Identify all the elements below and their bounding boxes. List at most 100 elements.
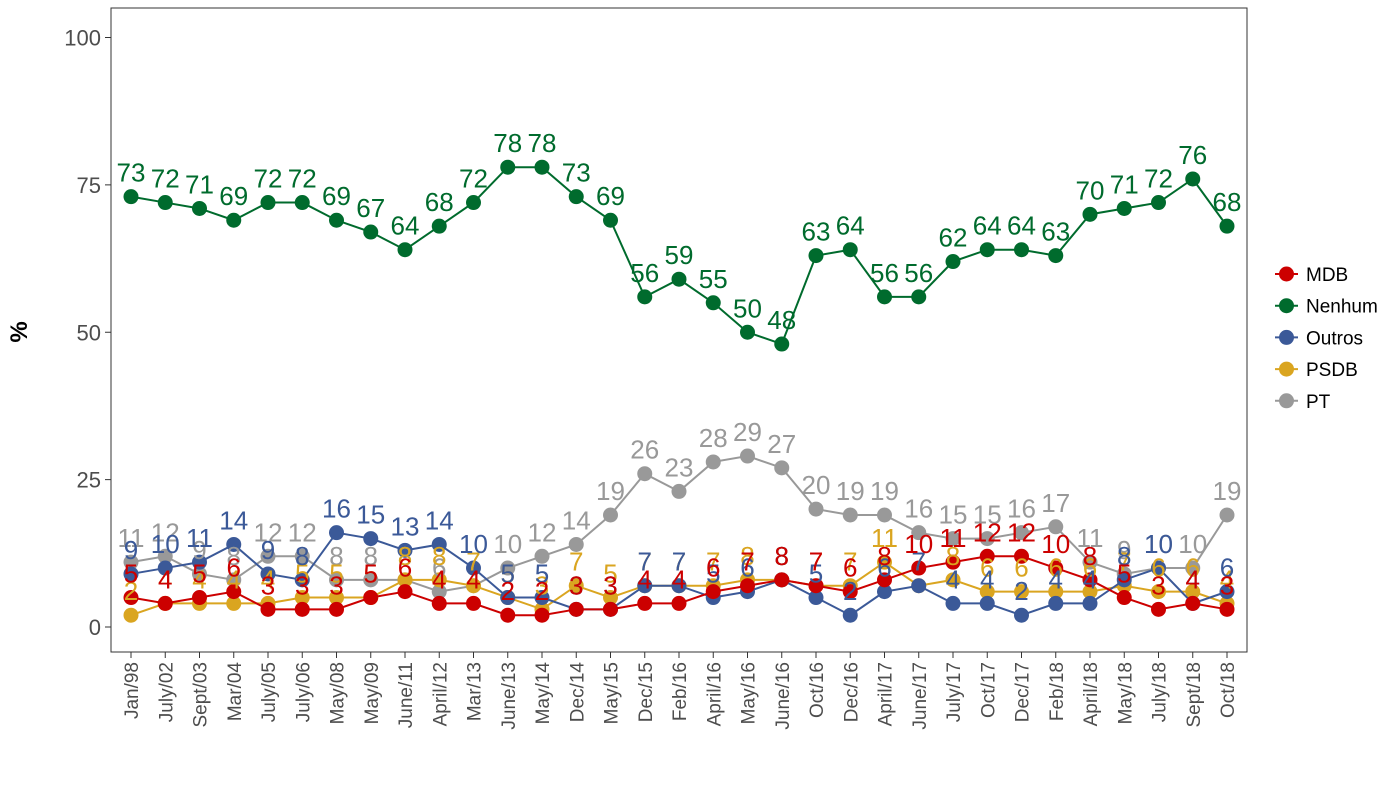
data-label: 5: [535, 559, 549, 589]
data-point: [1082, 595, 1098, 611]
data-label: 2: [501, 576, 515, 606]
data-point: [877, 572, 892, 588]
data-point: [1014, 548, 1029, 564]
data-label: 19: [836, 476, 865, 506]
data-point: [157, 548, 173, 564]
data-label: 5: [501, 559, 515, 589]
data-point: [397, 572, 413, 588]
legend-label: PT: [1306, 392, 1331, 413]
x-tick-label: June/16: [773, 662, 794, 730]
x-tick-label: Dec/15: [636, 662, 657, 722]
data-label: 10: [493, 529, 522, 559]
data-label: 8: [398, 541, 412, 571]
data-point: [911, 289, 927, 305]
plot-panel: [110, 7, 1248, 653]
data-label: 4: [980, 564, 994, 594]
data-point: [705, 584, 721, 600]
data-point: [1048, 519, 1064, 535]
data-label: 11: [940, 523, 967, 553]
data-label: 4: [1083, 564, 1097, 594]
data-label: 2: [124, 576, 138, 606]
y-axis-title: %: [6, 321, 33, 342]
data-point: [637, 578, 653, 594]
data-point: [877, 584, 892, 600]
data-label: 6: [1220, 553, 1234, 583]
data-label: 11: [871, 523, 898, 553]
data-labels-mdb: 5 4 5 63 3 3 5 6 4 4 2 2 3 3 4 4 6 7 8 7 6 8 10 11 12 12 10 85 3 4 3: [124, 517, 1234, 606]
x-tick-label: Oct/16: [807, 662, 828, 718]
data-point: [192, 554, 207, 570]
data-label: 5: [124, 559, 138, 589]
x-tick-label: July/17: [944, 662, 965, 722]
data-point: [1185, 560, 1201, 576]
data-point: [260, 195, 276, 211]
data-point: [671, 271, 687, 287]
x-tick-label: Sept/03: [191, 662, 212, 728]
data-label: 12: [288, 517, 317, 547]
x-tick-label: May/18: [1115, 662, 1136, 724]
data-label: 26: [630, 435, 659, 465]
data-label: 5: [501, 559, 515, 589]
data-label: 4: [432, 564, 446, 594]
data-point: [123, 554, 139, 570]
x-tick-label: June/11: [396, 662, 417, 728]
data-label: 7: [569, 547, 583, 577]
data-label: 6: [980, 553, 994, 583]
data-label: 12: [1007, 517, 1036, 547]
data-label: 6: [432, 553, 446, 583]
data-label: 6: [398, 553, 412, 583]
data-label: 5: [295, 559, 309, 589]
data-label: 11: [186, 523, 213, 553]
data-point: [431, 572, 447, 588]
data-point: [945, 595, 961, 611]
data-point: [774, 336, 790, 352]
data-label: 7: [809, 547, 823, 577]
data-label: 6: [843, 553, 857, 583]
legend: MDB Nenhum Outros PSDB PT: [1275, 265, 1378, 413]
x-tick-label: May/14: [533, 662, 554, 725]
data-point: [431, 536, 447, 552]
legend-label: Outros: [1306, 328, 1363, 349]
data-point: [945, 531, 961, 547]
data-point: [1048, 560, 1064, 576]
data-point: [1048, 595, 1064, 611]
data-label: 5: [1117, 559, 1131, 589]
data-label: 29: [733, 417, 762, 447]
data-label: 55: [699, 264, 728, 294]
data-point: [226, 584, 242, 600]
data-point: [1219, 584, 1235, 600]
legend-label: MDB: [1306, 265, 1348, 286]
data-label: 72: [254, 164, 283, 194]
legend-key-point: [1279, 361, 1294, 377]
y-axis: 0 25 50 75 100: [64, 26, 111, 640]
data-label: 7: [740, 547, 754, 577]
data-label: 5: [364, 559, 378, 589]
data-point: [260, 566, 276, 582]
data-label: 9: [124, 535, 138, 565]
legend-item-mdb: MDB: [1275, 265, 1348, 286]
data-point: [1219, 601, 1235, 617]
data-label: 7: [1117, 547, 1131, 577]
data-point: [329, 601, 344, 617]
data-point: [123, 590, 139, 606]
data-label: 64: [1007, 211, 1036, 241]
data-point: [260, 601, 276, 617]
data-label: 4: [1186, 564, 1200, 594]
data-label: 5: [706, 559, 720, 589]
data-label: 8: [1117, 541, 1131, 571]
data-label: 4: [158, 564, 172, 594]
data-point: [123, 607, 139, 623]
data-point: [466, 595, 481, 611]
data-label: 8: [227, 541, 241, 571]
series-layer: [123, 159, 1235, 623]
data-label: 64: [391, 211, 420, 241]
x-tick-label: Mar/04: [225, 662, 246, 722]
data-label: 48: [767, 305, 796, 335]
y-tick-label: 75: [77, 173, 101, 198]
y-tick-label: 100: [64, 26, 101, 51]
data-label: 73: [117, 158, 146, 188]
data-point: [157, 195, 173, 211]
